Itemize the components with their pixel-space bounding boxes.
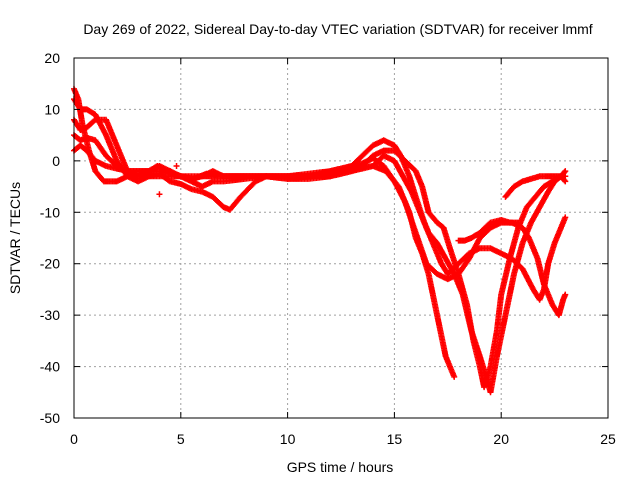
data-layer bbox=[71, 85, 569, 396]
y-tick-label: -10 bbox=[40, 204, 60, 220]
y-tick-label: 0 bbox=[52, 153, 60, 169]
data-point bbox=[173, 163, 180, 169]
x-tick-label: 10 bbox=[280, 431, 296, 447]
data-point bbox=[562, 168, 569, 175]
y-tick-label: 10 bbox=[44, 101, 60, 117]
data-point bbox=[562, 173, 569, 180]
x-axis-label: GPS time / hours bbox=[287, 459, 394, 475]
y-tick-label: -40 bbox=[40, 359, 60, 375]
data-point bbox=[562, 291, 569, 298]
data-point bbox=[167, 168, 174, 175]
grid bbox=[74, 58, 608, 418]
y-tick-label: 20 bbox=[44, 50, 60, 66]
x-tick-label: 20 bbox=[493, 431, 509, 447]
y-tick-label: -50 bbox=[40, 410, 60, 426]
y-axis-label: SDTVAR / TECUs bbox=[7, 182, 23, 294]
data-point bbox=[451, 373, 458, 380]
chart-title: Day 269 of 2022, Sidereal Day-to-day VTE… bbox=[83, 21, 592, 37]
y-tick-label: -20 bbox=[40, 256, 60, 272]
x-tick-label: 0 bbox=[70, 431, 78, 447]
data-point bbox=[515, 219, 522, 226]
data-point bbox=[562, 178, 569, 185]
y-tick-label: -30 bbox=[40, 307, 60, 323]
x-tick-label: 15 bbox=[387, 431, 403, 447]
x-tick-label: 5 bbox=[177, 431, 185, 447]
x-tick-label: 25 bbox=[600, 431, 616, 447]
data-point bbox=[156, 191, 163, 198]
ticks: 0 5 10 15 20 25 -50 -40 -30 -20 -10 0 10 20 bbox=[40, 50, 616, 447]
plot-frame bbox=[73, 57, 609, 419]
data-point bbox=[562, 214, 569, 221]
